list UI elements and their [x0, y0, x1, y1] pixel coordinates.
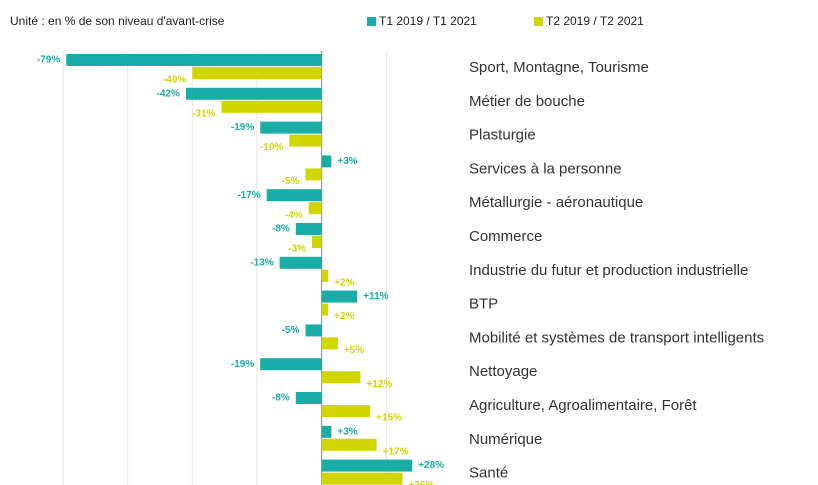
- value-label: -4%: [285, 210, 303, 221]
- value-label: +15%: [376, 413, 402, 424]
- subtitle: Unité : en % de son niveau d'avant-crise: [10, 14, 225, 28]
- category-label: Sport, Montagne, Tourisme: [469, 59, 649, 76]
- bar: [260, 121, 322, 134]
- bar: [311, 236, 322, 248]
- legend-swatch: [367, 17, 376, 26]
- bar: [260, 358, 322, 371]
- category-label: Nettoyage: [469, 363, 537, 380]
- value-label: -19%: [231, 359, 254, 370]
- bar: [289, 134, 322, 147]
- bar: [305, 168, 322, 181]
- bar: [295, 223, 322, 235]
- category-label: Métier de bouche: [469, 93, 585, 110]
- bar: [321, 405, 371, 417]
- value-label: +2%: [334, 311, 354, 322]
- category-label: Numérique: [469, 431, 542, 448]
- value-label: -42%: [157, 88, 180, 99]
- value-label: -3%: [288, 244, 306, 255]
- bar: [279, 256, 322, 269]
- bar: [321, 155, 332, 168]
- legend-swatch: [534, 17, 543, 26]
- value-label: +3%: [337, 426, 357, 437]
- value-label: +25%: [409, 480, 435, 485]
- value-label: +3%: [337, 156, 357, 167]
- value-label: -13%: [250, 257, 273, 268]
- value-label: -79%: [37, 55, 60, 66]
- category-label: Santé: [469, 465, 508, 482]
- category-label: BTP: [469, 296, 498, 313]
- category-label: Métallurgie - aéronautique: [469, 194, 643, 211]
- bar: [221, 100, 322, 113]
- value-label: +5%: [344, 345, 364, 356]
- bar: [321, 290, 358, 303]
- legend-label: T1 2019 / T1 2021: [379, 14, 477, 28]
- value-label: -8%: [272, 224, 290, 235]
- bar: [66, 54, 322, 66]
- bar: [321, 472, 403, 485]
- bar: [305, 324, 322, 337]
- bar: [321, 459, 413, 472]
- value-label: -5%: [282, 325, 300, 336]
- value-label: +11%: [363, 291, 388, 302]
- value-label: -19%: [231, 122, 254, 133]
- value-label: +17%: [383, 446, 409, 457]
- value-label: +2%: [334, 277, 354, 288]
- bar: [185, 87, 322, 100]
- bar: [295, 392, 322, 404]
- value-label: -5%: [282, 176, 300, 187]
- bar: [321, 269, 329, 282]
- category-label: Services à la personne: [469, 160, 622, 177]
- category-label: Agriculture, Agroalimentaire, Forêt: [469, 397, 697, 414]
- value-label: -10%: [260, 142, 283, 153]
- category-label: Mobilité et systèmes de transport intell…: [469, 329, 764, 346]
- legend-label: T2 2019 / T2 2021: [546, 14, 644, 28]
- value-label: +28%: [418, 460, 444, 471]
- bar: [321, 303, 329, 316]
- category-label: Plasturgie: [469, 127, 536, 144]
- category-label: Commerce: [469, 228, 542, 245]
- bar: [266, 189, 322, 202]
- bar: [321, 371, 361, 384]
- bar: [321, 337, 338, 350]
- value-label: -8%: [272, 393, 290, 404]
- bar: [308, 202, 322, 215]
- value-label: -17%: [237, 190, 260, 201]
- category-label: Industrie du futur et production industr…: [469, 262, 748, 279]
- value-label: +12%: [366, 379, 392, 390]
- value-label: -31%: [192, 108, 215, 119]
- bar: [321, 425, 332, 438]
- value-label: -40%: [163, 75, 186, 86]
- bar: [192, 67, 322, 79]
- bar: [321, 438, 377, 451]
